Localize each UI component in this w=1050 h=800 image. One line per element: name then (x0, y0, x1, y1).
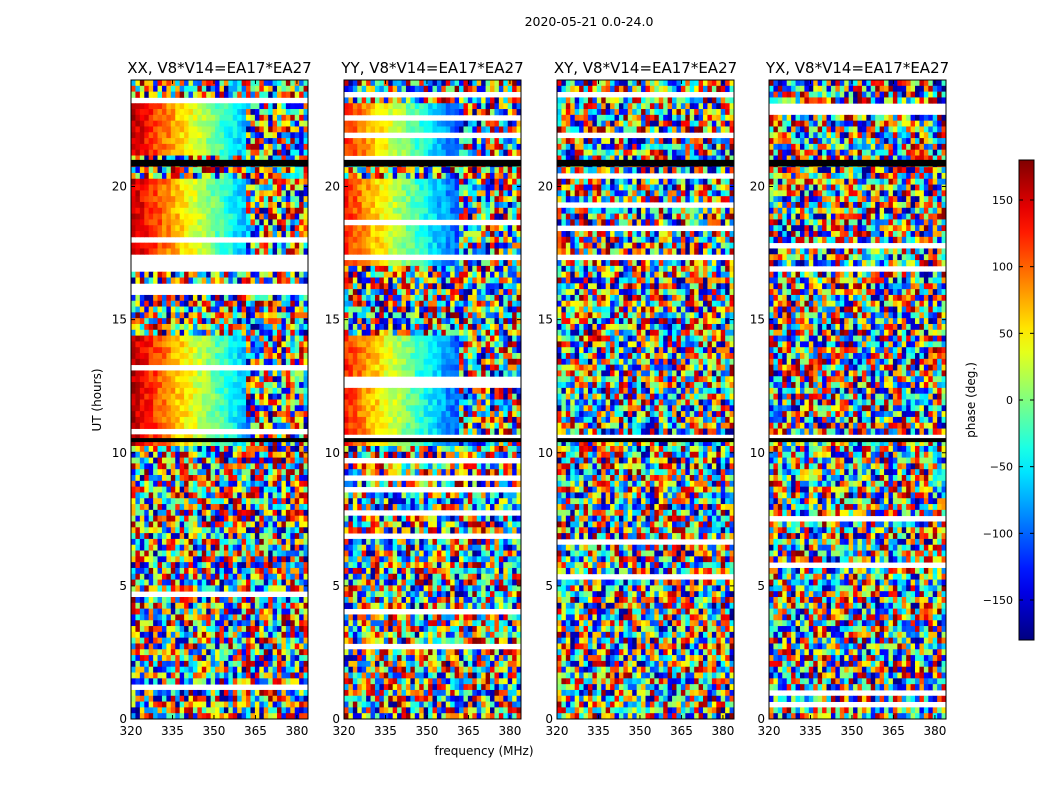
colorbar-label: phase (deg.) (964, 362, 978, 438)
panel-title: XX, V8*V14=EA17*EA27 (127, 59, 311, 77)
x-tick-label: 335 (799, 724, 822, 738)
x-tick-label: 320 (546, 724, 569, 738)
x-tick-label: 365 (457, 724, 480, 738)
panel-title: XY, V8*V14=EA17*EA27 (554, 59, 737, 77)
y-tick-label: 20 (112, 180, 127, 194)
panel-frame (130, 79, 309, 720)
figure-title: 2020-05-21 0.0-24.0 (525, 14, 654, 29)
y-tick-label: 10 (112, 446, 127, 460)
y-tick-label: 15 (325, 313, 340, 327)
phase-image (557, 80, 734, 719)
colorbar-tick-label: −150 (983, 594, 1013, 607)
x-tick-label: 320 (120, 724, 143, 738)
y-tick-label: 20 (750, 180, 765, 194)
y-tick-label: 0 (757, 712, 765, 726)
x-tick-label: 380 (711, 724, 734, 738)
x-tick-label: 320 (333, 724, 356, 738)
colorbar-tick-label: 100 (992, 261, 1013, 274)
x-tick-label: 380 (285, 724, 308, 738)
x-tick-label: 335 (587, 724, 610, 738)
x-tick-label: 335 (374, 724, 397, 738)
x-tick-label: 365 (882, 724, 905, 738)
y-tick-label: 5 (332, 579, 340, 593)
panel-xy: XY, V8*V14=EA17*EA27 320 335 350 365 380 0 5 10 1… (538, 59, 737, 738)
y-tick-label: 5 (757, 579, 765, 593)
panel-frame (768, 79, 947, 720)
y-tick-label: 20 (325, 180, 340, 194)
x-tick-label: 380 (923, 724, 946, 738)
y-tick-label: 10 (750, 446, 765, 460)
y-tick-label: 5 (119, 579, 127, 593)
panel-frame (556, 79, 735, 720)
y-tick-label: 15 (112, 313, 127, 327)
y-tick-label: 15 (538, 313, 553, 327)
panel-yx: YX, V8*V14=EA17*EA27 320 335 350 365 380 0 5 10 1… (750, 59, 949, 738)
y-tick-label: 0 (545, 712, 553, 726)
colorbar-tick-label: −50 (990, 461, 1013, 474)
colorbar: 150 100 50 0 −50 −100 −150 (983, 159, 1035, 641)
colorbar-tick-label: 150 (992, 194, 1013, 207)
y-tick-label: 20 (538, 180, 553, 194)
y-tick-label: 0 (332, 712, 340, 726)
panel-yy: YY, V8*V14=EA17*EA27 320 335 350 365 380 0 5 10 1… (325, 59, 524, 738)
panel-frame (343, 79, 522, 720)
panel-title: YY, V8*V14=EA17*EA27 (340, 59, 523, 77)
y-axis-label: UT (hours) (90, 368, 104, 431)
colorbar-tick-label: −100 (983, 527, 1013, 540)
y-tick-label: 10 (538, 446, 553, 460)
y-tick-label: 15 (750, 313, 765, 327)
panels: XX, V8*V14=EA17*EA27 320 335 350 365 380 0 5 10 1… (112, 59, 949, 738)
x-tick-label: 380 (498, 724, 521, 738)
x-tick-label: 320 (758, 724, 781, 738)
y-tick-label: 0 (119, 712, 127, 726)
y-tick-label: 10 (325, 446, 340, 460)
phase-image (131, 80, 308, 719)
panel-title: YX, V8*V14=EA17*EA27 (765, 59, 949, 77)
x-axis-label: frequency (MHz) (434, 744, 533, 758)
x-tick-label: 350 (416, 724, 439, 738)
x-tick-label: 350 (203, 724, 226, 738)
phase-image (769, 80, 946, 719)
x-tick-label: 365 (244, 724, 267, 738)
x-tick-label: 335 (161, 724, 184, 738)
x-tick-label: 365 (670, 724, 693, 738)
panel-xx: XX, V8*V14=EA17*EA27 320 335 350 365 380 0 5 10 1… (112, 59, 312, 738)
x-tick-label: 350 (629, 724, 652, 738)
phase-image (344, 80, 521, 719)
y-tick-label: 5 (545, 579, 553, 593)
x-tick-label: 350 (841, 724, 864, 738)
colorbar-tick-label: 0 (1006, 394, 1013, 407)
colorbar-tick-label: 50 (999, 327, 1013, 340)
